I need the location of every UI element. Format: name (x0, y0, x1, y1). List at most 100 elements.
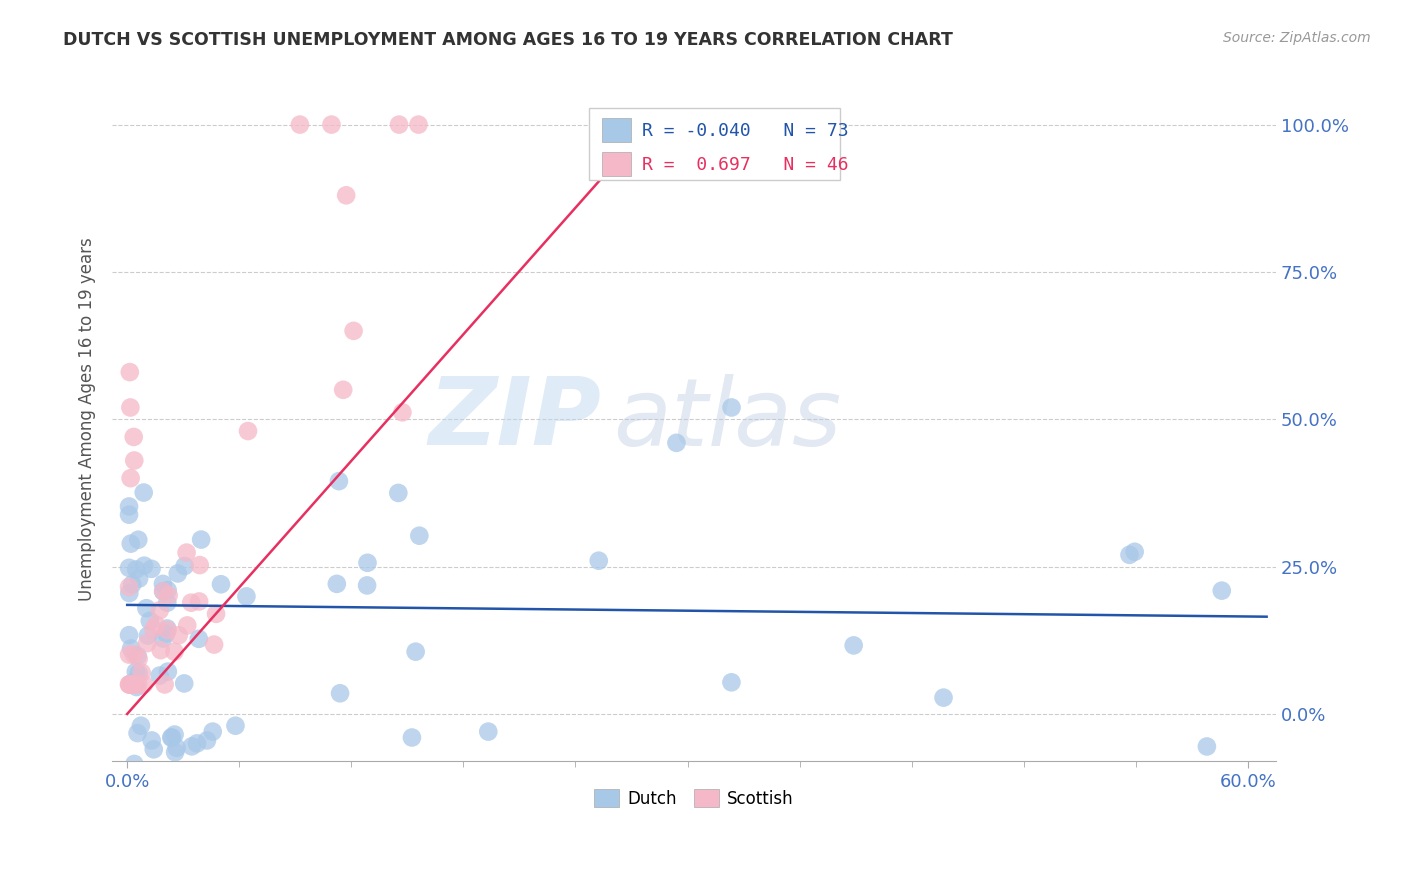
Point (842, 639, 865, 653)
Point (125, 680, 148, 694)
Point (152, 584, 174, 599)
Point (118, 508, 141, 522)
FancyBboxPatch shape (602, 152, 631, 176)
Point (149, 643, 172, 657)
Point (165, 745, 187, 759)
Point (127, 726, 149, 740)
Point (118, 677, 141, 691)
Text: DUTCH VS SCOTTISH UNEMPLOYMENT AMONG AGES 16 TO 19 YEARS CORRELATION CHART: DUTCH VS SCOTTISH UNEMPLOYMENT AMONG AGE… (63, 31, 953, 49)
Point (187, 632, 209, 646)
Point (665, 435, 688, 450)
Point (720, 675, 742, 690)
Point (120, 471, 142, 485)
Point (335, 188, 357, 202)
Point (129, 719, 152, 733)
Point (202, 638, 225, 652)
Point (132, 677, 155, 691)
Point (1195, 739, 1218, 754)
Point (122, 430, 145, 444)
Point (118, 628, 141, 642)
Point (118, 580, 141, 594)
Point (156, 665, 179, 679)
Point (224, 719, 246, 733)
Point (121, 676, 143, 690)
Point (120, 641, 142, 656)
Point (328, 474, 350, 488)
Point (356, 578, 378, 592)
Point (121, 577, 143, 591)
Point (408, 529, 430, 543)
FancyBboxPatch shape (602, 118, 631, 142)
Point (1123, 545, 1146, 559)
Point (156, 623, 179, 637)
Point (408, 118, 430, 132)
Point (387, 486, 409, 500)
Text: ZIP: ZIP (429, 373, 600, 466)
Point (120, 536, 142, 550)
Point (1211, 583, 1233, 598)
Text: atlas: atlas (613, 374, 841, 465)
Point (124, 453, 146, 467)
Text: R =  0.697   N = 46: R = 0.697 N = 46 (641, 156, 848, 174)
Point (205, 607, 228, 621)
Legend: Dutch, Scottish: Dutch, Scottish (588, 783, 800, 814)
Point (666, 118, 689, 132)
Point (720, 401, 742, 415)
Point (122, 677, 145, 691)
Point (477, 724, 499, 739)
Point (166, 740, 188, 755)
Point (118, 561, 141, 575)
Point (190, 533, 212, 547)
Point (120, 401, 142, 415)
Point (125, 665, 148, 679)
Text: Source: ZipAtlas.com: Source: ZipAtlas.com (1223, 31, 1371, 45)
Point (156, 622, 179, 636)
Point (391, 405, 413, 419)
Point (626, 118, 648, 132)
Text: R = -0.040   N = 73: R = -0.040 N = 73 (641, 122, 848, 140)
Point (141, 733, 163, 747)
Point (588, 554, 610, 568)
Point (128, 572, 150, 586)
Point (149, 603, 172, 617)
Point (139, 614, 162, 628)
Point (120, 677, 142, 691)
Point (163, 644, 186, 658)
Point (326, 577, 349, 591)
Point (180, 596, 202, 610)
Point (118, 365, 141, 379)
Point (180, 739, 202, 754)
Point (128, 652, 150, 666)
Point (152, 577, 174, 591)
Point (188, 594, 211, 608)
Point (136, 636, 159, 650)
Point (160, 731, 183, 745)
Point (173, 676, 195, 690)
Point (195, 733, 218, 747)
Point (1118, 548, 1140, 562)
Point (163, 727, 186, 741)
Point (145, 617, 167, 632)
Point (118, 500, 141, 514)
Point (236, 424, 259, 438)
Point (127, 533, 149, 547)
Y-axis label: Unemployment Among Ages 16 to 19 years: Unemployment Among Ages 16 to 19 years (79, 237, 96, 601)
Point (209, 577, 232, 591)
Point (124, 677, 146, 691)
Point (155, 626, 177, 640)
Point (153, 677, 176, 691)
Point (118, 648, 141, 662)
Point (176, 618, 198, 632)
Point (173, 559, 195, 574)
Point (332, 383, 354, 397)
FancyBboxPatch shape (589, 108, 839, 180)
Point (235, 590, 257, 604)
Point (156, 596, 179, 610)
Point (127, 677, 149, 691)
Point (160, 731, 183, 745)
Point (141, 562, 163, 576)
Point (932, 690, 955, 705)
Point (132, 485, 155, 500)
Point (142, 622, 165, 636)
Point (134, 558, 156, 573)
